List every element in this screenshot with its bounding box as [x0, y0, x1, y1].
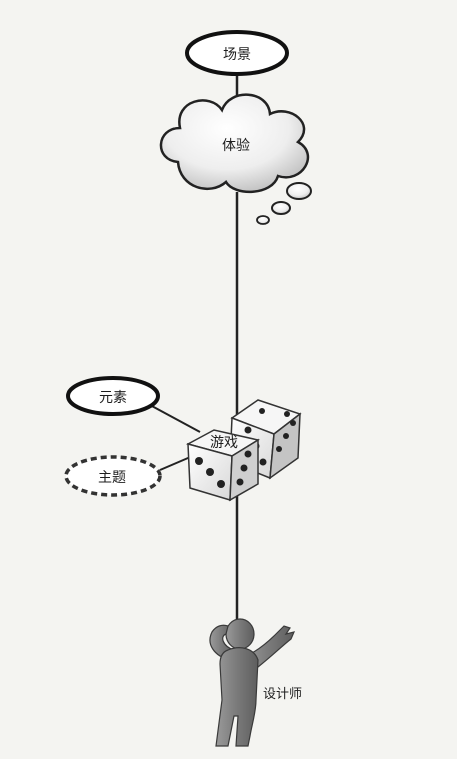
node-experience [159, 93, 312, 225]
node-venue [185, 30, 289, 76]
node-label-game: 游戏 [210, 435, 238, 451]
thought-bubble-medium [271, 201, 291, 215]
node-label-designer: 设计师 [263, 687, 303, 702]
node-elements [66, 376, 160, 416]
designer-head [225, 618, 255, 650]
thought-cloud-shape [159, 93, 310, 194]
node-theme [64, 455, 162, 497]
node-label-venue: 场景 [223, 47, 251, 63]
front-die [185, 429, 260, 502]
node-label-elements: 元素 [99, 390, 127, 406]
node-label-theme: 主题 [98, 470, 126, 486]
thought-bubble-small [256, 215, 270, 225]
designer-figure [209, 618, 296, 747]
node-label-experience: 体验 [222, 138, 250, 154]
designer-body [215, 647, 259, 747]
node-game-dice [185, 399, 302, 502]
connector-elements-game [149, 404, 201, 433]
thought-bubble-large [286, 182, 312, 200]
